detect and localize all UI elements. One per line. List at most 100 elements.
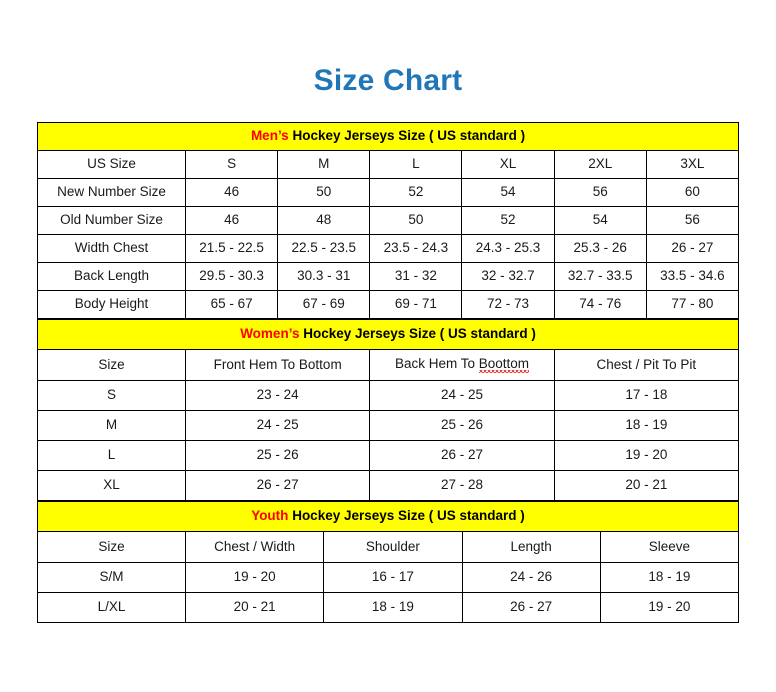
table-cell: 16 - 17 bbox=[323, 562, 463, 593]
page-title: Size Chart bbox=[313, 64, 463, 97]
womens-col-header: Chest / Pit To Pit bbox=[553, 349, 740, 381]
table-row: L/XL 20 - 21 18 - 19 26 - 27 19 - 20 bbox=[37, 592, 740, 623]
table-row: New Number Size 46 50 52 54 56 60 bbox=[37, 178, 740, 207]
table-cell: 69 - 71 bbox=[369, 290, 463, 319]
table-cell: 21.5 - 22.5 bbox=[184, 234, 279, 263]
mens-col-header: US Size bbox=[37, 150, 186, 179]
table-cell: 56 bbox=[645, 206, 740, 235]
table-cell: 26 - 27 bbox=[461, 592, 601, 623]
table-row: M 24 - 25 25 - 26 18 - 19 bbox=[37, 410, 740, 441]
womens-col-header-misspelled: Back Hem To Boottom bbox=[369, 349, 555, 381]
table-cell: 72 - 73 bbox=[461, 290, 555, 319]
mens-col-header: 2XL bbox=[553, 150, 647, 179]
row-label: Back Length bbox=[37, 262, 186, 291]
table-row: S 23 - 24 24 - 25 17 - 18 bbox=[37, 380, 740, 411]
table-cell: 19 - 20 bbox=[553, 440, 740, 471]
table-cell: 25 - 26 bbox=[369, 410, 555, 441]
row-label: S bbox=[37, 380, 186, 411]
mens-banner-accent: Men’s bbox=[250, 128, 289, 144]
table-cell: 67 - 69 bbox=[277, 290, 371, 319]
table-row: Body Height 65 - 67 67 - 69 69 - 71 72 -… bbox=[37, 290, 740, 319]
mens-col-header: 3XL bbox=[645, 150, 740, 179]
table-cell: 27 - 28 bbox=[369, 470, 555, 501]
row-label: Width Chest bbox=[37, 234, 186, 263]
table-cell: 24 - 25 bbox=[369, 380, 555, 411]
table-cell: 52 bbox=[461, 206, 555, 235]
youth-col-header: Shoulder bbox=[323, 531, 463, 563]
row-label: Old Number Size bbox=[37, 206, 186, 235]
table-cell: 19 - 20 bbox=[184, 562, 325, 593]
row-label: S/M bbox=[37, 562, 186, 593]
row-label: L/XL bbox=[37, 592, 186, 623]
table-cell: 54 bbox=[553, 206, 647, 235]
table-cell: 31 - 32 bbox=[369, 262, 463, 291]
table-cell: 25.3 - 26 bbox=[553, 234, 647, 263]
table-cell: 25 - 26 bbox=[184, 440, 371, 471]
table-cell: 22.5 - 23.5 bbox=[277, 234, 371, 263]
table-cell: 65 - 67 bbox=[184, 290, 279, 319]
womens-col-header-prefix: Back Hem To bbox=[394, 356, 479, 372]
table-cell: 32 - 32.7 bbox=[461, 262, 555, 291]
table-cell: 18 - 19 bbox=[323, 592, 463, 623]
table-row: L 25 - 26 26 - 27 19 - 20 bbox=[37, 440, 740, 471]
womens-banner-row: Women’s Hockey Jerseys Size ( US standar… bbox=[37, 319, 739, 350]
row-label: XL bbox=[37, 470, 186, 501]
womens-banner-accent: Women’s bbox=[240, 326, 300, 342]
row-label: Body Height bbox=[37, 290, 186, 319]
table-row: Back Length 29.5 - 30.3 30.3 - 31 31 - 3… bbox=[37, 262, 740, 291]
table-cell: 52 bbox=[369, 178, 463, 207]
table-row: S/M 19 - 20 16 - 17 24 - 26 18 - 19 bbox=[37, 562, 740, 593]
youth-banner-cell: Youth Hockey Jerseys Size ( US standard … bbox=[37, 501, 739, 532]
table-cell: 46 bbox=[184, 178, 279, 207]
table-cell: 26 - 27 bbox=[369, 440, 555, 471]
table-cell: 23 - 24 bbox=[184, 380, 371, 411]
youth-banner-row: Youth Hockey Jerseys Size ( US standard … bbox=[37, 501, 739, 532]
table-cell: 74 - 76 bbox=[553, 290, 647, 319]
table-cell: 29.5 - 30.3 bbox=[184, 262, 279, 291]
youth-banner-rest: Hockey Jerseys Size ( US standard ) bbox=[288, 508, 525, 524]
table-cell: 54 bbox=[461, 178, 555, 207]
youth-col-header: Size bbox=[37, 531, 186, 563]
spellcheck-misspelled-word: Boottom bbox=[478, 356, 530, 372]
table-cell: 23.5 - 24.3 bbox=[369, 234, 463, 263]
table-cell: 32.7 - 33.5 bbox=[553, 262, 647, 291]
mens-banner-rest: Hockey Jerseys Size ( US standard ) bbox=[288, 128, 526, 144]
mens-col-header: XL bbox=[461, 150, 555, 179]
table-cell: 50 bbox=[277, 178, 371, 207]
mens-banner-cell: Men’s Hockey Jerseys Size ( US standard … bbox=[37, 122, 739, 151]
mens-col-header: M bbox=[277, 150, 371, 179]
table-cell: 26 - 27 bbox=[645, 234, 740, 263]
row-label: L bbox=[37, 440, 186, 471]
table-row: XL 26 - 27 27 - 28 20 - 21 bbox=[37, 470, 740, 501]
table-row: Width Chest 21.5 - 22.5 22.5 - 23.5 23.5… bbox=[37, 234, 740, 263]
table-cell: 77 - 80 bbox=[645, 290, 740, 319]
table-cell: 24.3 - 25.3 bbox=[461, 234, 555, 263]
youth-column-header-row: Size Chest / Width Shoulder Length Sleev… bbox=[37, 531, 740, 563]
table-cell: 18 - 19 bbox=[599, 562, 740, 593]
womens-col-header: Front Hem To Bottom bbox=[184, 349, 371, 381]
table-cell: 56 bbox=[553, 178, 647, 207]
womens-size-table: Women’s Hockey Jerseys Size ( US standar… bbox=[37, 319, 740, 501]
mens-column-header-row: US Size S M L XL 2XL 3XL bbox=[37, 150, 740, 179]
table-cell: 50 bbox=[369, 206, 463, 235]
table-cell: 30.3 - 31 bbox=[277, 262, 371, 291]
youth-banner-accent: Youth bbox=[251, 508, 289, 524]
table-cell: 26 - 27 bbox=[184, 470, 371, 501]
mens-size-table: Men’s Hockey Jerseys Size ( US standard … bbox=[37, 122, 740, 319]
mens-banner-row: Men’s Hockey Jerseys Size ( US standard … bbox=[37, 122, 739, 151]
table-cell: 24 - 26 bbox=[461, 562, 601, 593]
size-tables-container: Men’s Hockey Jerseys Size ( US standard … bbox=[37, 122, 740, 623]
table-cell: 48 bbox=[277, 206, 371, 235]
womens-col-header: Size bbox=[37, 349, 186, 381]
youth-size-table: Youth Hockey Jerseys Size ( US standard … bbox=[37, 501, 740, 623]
youth-col-header: Chest / Width bbox=[184, 531, 325, 563]
table-cell: 24 - 25 bbox=[184, 410, 371, 441]
table-cell: 20 - 21 bbox=[184, 592, 325, 623]
table-row: Old Number Size 46 48 50 52 54 56 bbox=[37, 206, 740, 235]
youth-col-header: Length bbox=[461, 531, 601, 563]
womens-banner-rest: Hockey Jerseys Size ( US standard ) bbox=[299, 326, 536, 342]
table-cell: 17 - 18 bbox=[553, 380, 740, 411]
row-label: New Number Size bbox=[37, 178, 186, 207]
table-cell: 19 - 20 bbox=[599, 592, 740, 623]
womens-banner-cell: Women’s Hockey Jerseys Size ( US standar… bbox=[37, 319, 739, 350]
